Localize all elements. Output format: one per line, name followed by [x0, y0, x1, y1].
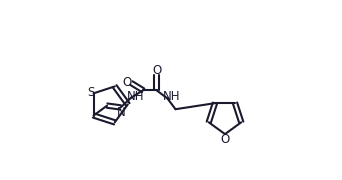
Text: O: O: [123, 76, 132, 89]
Text: S: S: [87, 86, 95, 99]
Text: NH: NH: [162, 91, 180, 104]
Text: N: N: [117, 106, 126, 119]
Text: NH: NH: [127, 90, 144, 103]
Text: O: O: [152, 64, 161, 77]
Text: O: O: [220, 133, 229, 146]
